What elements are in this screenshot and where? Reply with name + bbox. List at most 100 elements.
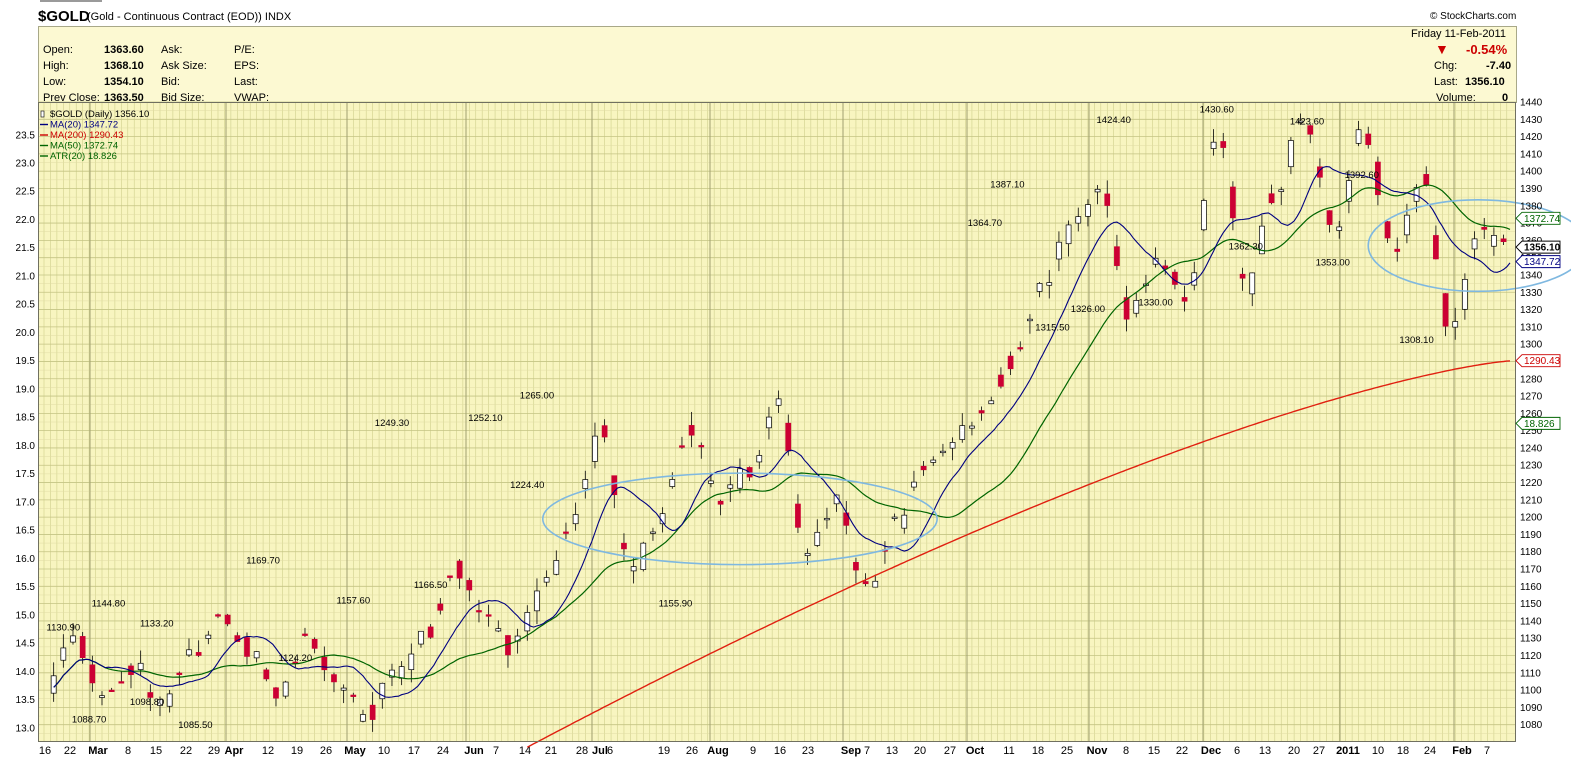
candle-body xyxy=(1423,174,1430,186)
candle-body xyxy=(1481,227,1488,230)
candle-body xyxy=(447,575,453,578)
left-axis-tick: 13.5 xyxy=(16,695,36,706)
candle-body xyxy=(524,612,531,632)
candle-body xyxy=(534,590,540,612)
candle-body xyxy=(669,479,676,487)
candle-body xyxy=(785,422,792,452)
x-tick-label: Dec xyxy=(1201,745,1221,757)
price-annotation: 1326.00 xyxy=(1071,304,1105,315)
candle-body xyxy=(466,580,473,591)
right-axis-tick: 1330 xyxy=(1520,288,1543,299)
x-tick-label: 18 xyxy=(1397,745,1409,757)
x-tick-label: 8 xyxy=(125,745,131,757)
candle-body xyxy=(50,675,57,694)
stockcharts-credit[interactable]: © StockCharts.com xyxy=(1430,11,1517,22)
candle-body xyxy=(543,577,550,583)
candle-body xyxy=(679,445,685,448)
candle-body xyxy=(727,484,734,489)
price-annotation: 1098.80 xyxy=(130,697,164,708)
legend-entry: MA(20) 1347.72 xyxy=(50,120,118,131)
left-axis-tick: 17.0 xyxy=(16,497,36,508)
right-axis-tick: 1100 xyxy=(1520,686,1542,697)
price-annotation: 1249.30 xyxy=(375,418,409,429)
price-annotation: 1308.10 xyxy=(1399,335,1433,346)
x-tick-label: 12 xyxy=(262,745,274,757)
candle-body xyxy=(1355,129,1362,144)
left-axis-tick: 23.0 xyxy=(16,159,36,170)
candle-body xyxy=(756,455,763,463)
candle-body xyxy=(1336,226,1343,231)
right-axis-tick: 1090 xyxy=(1520,703,1543,714)
candle-body xyxy=(1114,246,1120,266)
x-tick-label: 2011 xyxy=(1336,745,1360,757)
candle-body xyxy=(1500,238,1507,242)
right-axis-tick: 1260 xyxy=(1520,409,1543,420)
candle-body xyxy=(766,416,772,429)
chart-symbol: $GOLD xyxy=(38,8,90,25)
x-tick-label: 27 xyxy=(1313,745,1325,757)
candle-body xyxy=(1433,235,1439,260)
x-tick-label: 20 xyxy=(1288,745,1300,757)
price-badge-label: 1372.74 xyxy=(1524,214,1561,225)
candle-body xyxy=(1094,188,1101,193)
left-axis-tick: 23.5 xyxy=(16,130,36,141)
price-annotation: 1085.50 xyxy=(178,720,212,731)
candle-body xyxy=(1181,297,1188,302)
candle-body xyxy=(147,692,154,698)
price-annotation: 1133.20 xyxy=(140,619,174,630)
candle-body xyxy=(1375,161,1381,196)
pe-label: P/E: xyxy=(234,44,255,56)
candle-body xyxy=(901,514,908,529)
x-tick-label: 23 xyxy=(802,745,814,757)
x-tick-label: 6 xyxy=(607,745,613,757)
x-tick-label: 11 xyxy=(1003,745,1014,757)
candle-body xyxy=(650,531,656,534)
candle-body xyxy=(205,634,212,639)
candle-body xyxy=(79,636,86,658)
x-tick-label: Sep xyxy=(841,745,861,757)
high-value: 1368.10 xyxy=(104,60,144,72)
candle-body xyxy=(456,560,463,579)
quote-panel xyxy=(38,26,1517,103)
x-tick-label: 27 xyxy=(944,745,956,757)
x-tick-label: 10 xyxy=(1372,745,1384,757)
bid-label: Bid: xyxy=(161,76,180,88)
price-annotation: 1144.80 xyxy=(92,599,126,610)
right-axis-tick: 1440 xyxy=(1520,98,1543,109)
left-axis-tick: 15.5 xyxy=(16,582,36,593)
x-tick-label: 29 xyxy=(208,745,220,757)
ma50-line xyxy=(53,184,1511,688)
candle-body xyxy=(1239,273,1246,279)
prev-close-value: 1363.50 xyxy=(104,92,144,104)
right-axis-tick: 1390 xyxy=(1520,184,1543,195)
candle-body xyxy=(1220,141,1227,148)
candle-body xyxy=(99,695,105,698)
x-tick-label: 22 xyxy=(64,745,76,757)
candle-body xyxy=(1491,235,1497,247)
candle-body xyxy=(862,581,869,585)
price-badge-label: 1347.72 xyxy=(1524,257,1561,268)
left-axis-tick: 20.5 xyxy=(16,300,36,311)
right-axis-tick: 1160 xyxy=(1520,582,1542,593)
x-tick-label: 20 xyxy=(914,745,926,757)
candle-body xyxy=(398,666,405,679)
left-axis-tick: 22.0 xyxy=(16,215,36,226)
candle-body xyxy=(195,652,202,656)
candle-body xyxy=(224,614,231,625)
left-axis-tick: 13.0 xyxy=(16,723,36,734)
candle-body xyxy=(379,682,386,700)
prev-close-label: Prev Close: xyxy=(43,92,100,104)
candle-body xyxy=(427,626,434,638)
left-axis-tick: 21.0 xyxy=(16,271,36,282)
x-tick-label: 16 xyxy=(774,745,786,757)
left-axis-tick: 14.0 xyxy=(16,667,36,678)
x-tick-label: 17 xyxy=(408,745,420,757)
candle-body xyxy=(282,681,289,697)
right-axis-tick: 1130 xyxy=(1520,634,1542,645)
candle-body xyxy=(1133,300,1140,314)
candle-body xyxy=(1230,186,1236,219)
right-axis-tick: 1210 xyxy=(1520,495,1543,506)
candle-body xyxy=(1259,225,1265,255)
left-axis-tick: 15.0 xyxy=(16,610,36,621)
price-annotation: 1424.40 xyxy=(1097,115,1131,126)
